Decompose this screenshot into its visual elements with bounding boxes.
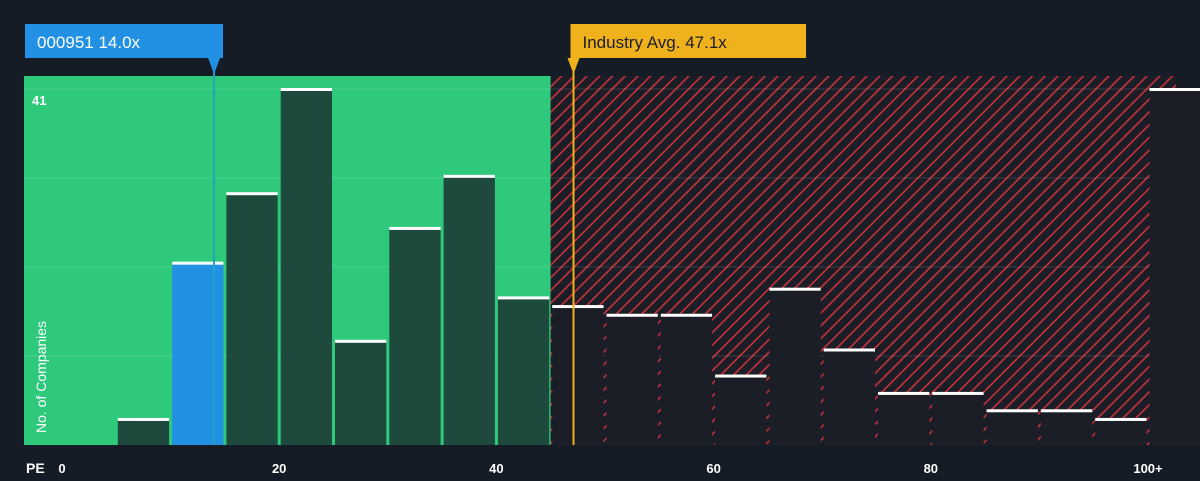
histogram-bar — [715, 376, 766, 445]
histogram-bar — [661, 315, 712, 445]
bar-cap — [118, 418, 169, 421]
histogram-bar — [878, 393, 929, 445]
industry-avg-label: Industry Avg. 47.1x — [583, 33, 728, 52]
bar-cap — [932, 392, 983, 395]
bar-cap — [607, 314, 658, 317]
x-tick-label: 0 — [58, 461, 65, 476]
bar-cap — [1150, 88, 1200, 91]
y-max-label: 41 — [32, 93, 46, 108]
bar-cap — [878, 392, 929, 395]
x-tick-label: 20 — [272, 461, 286, 476]
histogram-bar — [987, 410, 1038, 445]
bar-cap — [987, 409, 1038, 412]
x-axis-label: PE — [26, 460, 45, 476]
histogram-bar — [498, 297, 549, 445]
histogram-bar — [824, 349, 875, 445]
bar-cap — [824, 348, 875, 351]
histogram-bar — [1150, 89, 1200, 445]
x-tick-label: 100+ — [1133, 461, 1163, 476]
bar-cap — [498, 296, 549, 299]
bar-cap — [281, 88, 332, 91]
bar-cap — [1095, 418, 1146, 421]
y-axis-label: No. of Companies — [33, 321, 49, 433]
bar-cap — [389, 227, 440, 230]
histogram-bar — [769, 289, 820, 445]
x-tick-label: 80 — [924, 461, 938, 476]
bar-cap — [661, 314, 712, 317]
x-tick-label: 60 — [706, 461, 720, 476]
x-tick-label: 40 — [489, 461, 503, 476]
histogram-bar — [335, 341, 386, 445]
bar-cap — [335, 340, 386, 343]
bar-cap — [715, 375, 766, 378]
histogram-bar — [389, 228, 440, 445]
bar-cap — [552, 305, 603, 308]
bar-cap — [444, 175, 495, 178]
histogram-bar — [118, 419, 169, 445]
bar-cap — [172, 262, 223, 265]
histogram-bar — [607, 315, 658, 445]
bar-cap — [226, 192, 277, 195]
histogram-bar — [932, 393, 983, 445]
histogram-bar — [281, 89, 332, 445]
histogram-bar — [1041, 410, 1092, 445]
bar-cap — [1041, 409, 1092, 412]
histogram-bar — [552, 306, 603, 445]
x-tick-labels: 0 20 40 60 80 100+ — [58, 461, 1163, 476]
histogram-bar — [1095, 419, 1146, 445]
histogram-bar — [172, 263, 223, 445]
bar-cap — [769, 288, 820, 291]
histogram-bar — [444, 176, 495, 445]
company-pe-label: 000951 14.0x — [37, 33, 141, 52]
histogram-bar — [226, 193, 277, 445]
